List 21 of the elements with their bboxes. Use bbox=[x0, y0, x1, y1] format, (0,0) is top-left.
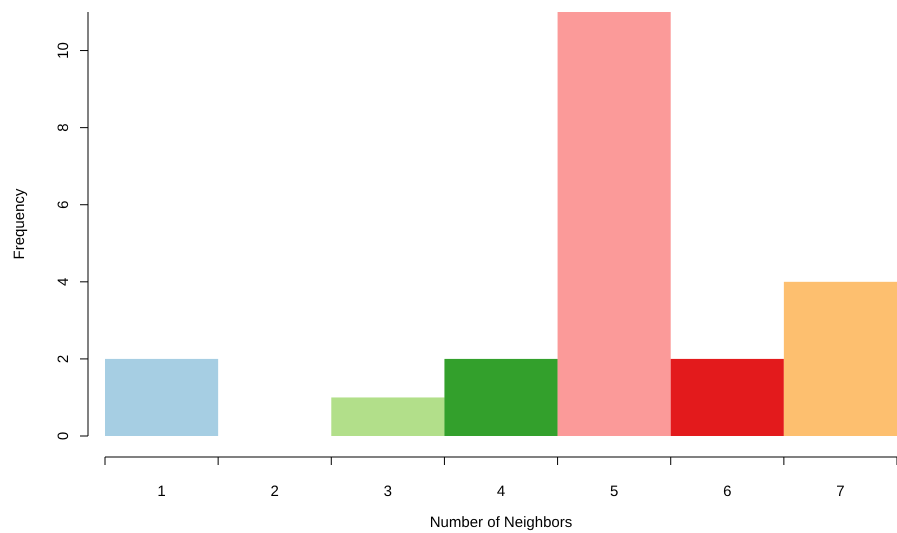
bar bbox=[670, 358, 784, 436]
x-tick-label: 6 bbox=[723, 483, 732, 500]
x-tick-label: 4 bbox=[496, 483, 506, 500]
bar bbox=[331, 397, 444, 436]
y-axis-title: Frequency bbox=[11, 188, 28, 260]
x-tick-label: 7 bbox=[836, 483, 845, 500]
y-tick-label: 4 bbox=[55, 278, 72, 286]
y-tick-label: 2 bbox=[55, 354, 72, 364]
bar bbox=[558, 12, 671, 436]
y-tick-label: 10 bbox=[55, 42, 72, 59]
y-tick-label: 8 bbox=[55, 123, 72, 132]
bar bbox=[784, 282, 897, 436]
bar bbox=[444, 358, 558, 436]
x-axis-title: Number of Neighbors bbox=[430, 514, 572, 531]
x-tick-label: 5 bbox=[610, 483, 618, 500]
x-tick-label: 3 bbox=[384, 483, 392, 500]
y-tick-label: 0 bbox=[55, 432, 72, 440]
bar bbox=[105, 358, 218, 436]
x-tick-label: 1 bbox=[157, 483, 166, 500]
x-tick-label: 2 bbox=[270, 483, 279, 500]
y-tick-label: 6 bbox=[55, 200, 72, 209]
